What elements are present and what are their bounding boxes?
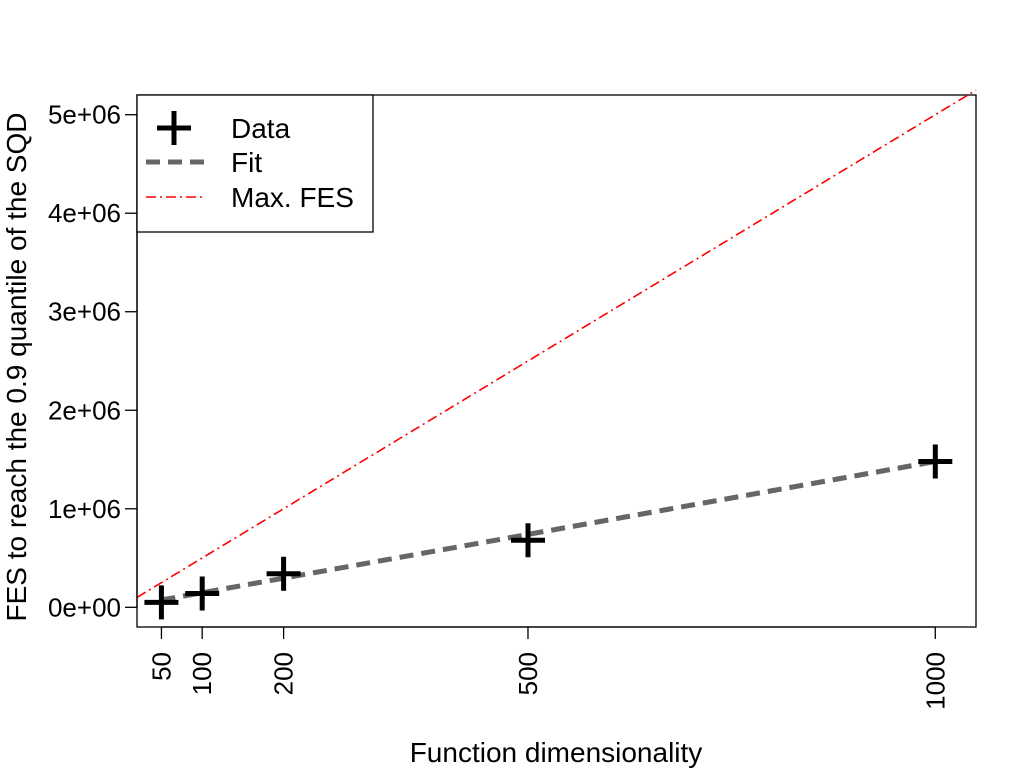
x-tick-label: 200 — [269, 652, 299, 695]
x-tick-label: 500 — [513, 652, 543, 695]
x-axis-title: Function dimensionality — [410, 737, 703, 768]
y-tick-label: 3e+06 — [48, 297, 121, 327]
data-point — [144, 585, 179, 620]
x-axis: 50 100 200 500 1000 — [146, 626, 950, 710]
legend: Data Fit Max. FES — [136, 94, 374, 233]
legend-label-fit: Fit — [231, 147, 262, 178]
x-tick-label: 50 — [146, 652, 176, 681]
y-tick-label: 4e+06 — [48, 198, 121, 228]
y-axis-title: FES to reach the 0.9 quantile of the SQD — [1, 113, 32, 622]
y-tick-label: 0e+00 — [48, 592, 121, 622]
legend-label-data: Data — [231, 113, 291, 144]
legend-label-max-fes: Max. FES — [231, 182, 354, 213]
legend-data-marker — [157, 111, 191, 145]
y-axis: 0e+00 1e+06 2e+06 3e+06 4e+06 5e+06 — [48, 100, 138, 622]
y-tick-label: 2e+06 — [48, 395, 121, 425]
data-point — [511, 523, 545, 558]
series-layer — [136, 89, 977, 620]
x-tick-label: 1000 — [920, 652, 950, 710]
series-line-max-fes — [136, 89, 977, 599]
x-tick-label: 100 — [187, 652, 217, 695]
data-point — [185, 576, 220, 611]
y-tick-label: 5e+06 — [48, 100, 121, 130]
series-line-fit — [160, 459, 936, 603]
y-tick-label: 1e+06 — [48, 494, 121, 524]
data-point — [918, 444, 953, 479]
data-point — [266, 556, 301, 591]
